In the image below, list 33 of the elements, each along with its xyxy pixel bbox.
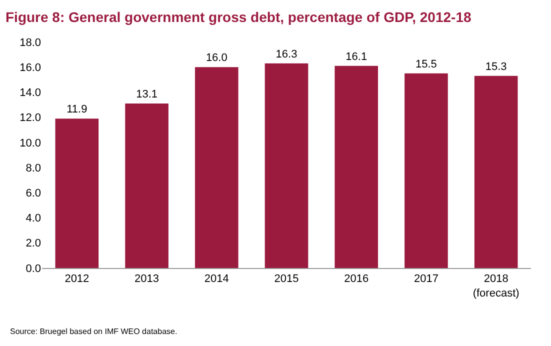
x-tick-label: 2013 bbox=[134, 273, 160, 286]
data-label: 16.1 bbox=[346, 50, 368, 63]
data-label: 15.3 bbox=[485, 60, 507, 73]
y-tick-label: 6.0 bbox=[26, 188, 41, 200]
data-label: 11.9 bbox=[66, 104, 88, 116]
bar bbox=[474, 76, 518, 268]
x-tick-label: 2012 bbox=[64, 273, 90, 286]
y-tick-label: 14.0 bbox=[20, 87, 41, 100]
data-label: 15.5 bbox=[416, 58, 437, 70]
y-tick-label: 18.0 bbox=[20, 36, 41, 49]
y-tick-label: 0.0 bbox=[26, 262, 41, 275]
x-tick-label: 2016 bbox=[344, 273, 369, 286]
data-label: 16.3 bbox=[276, 48, 298, 60]
y-tick-label: 4.0 bbox=[26, 212, 41, 225]
chart-title: Figure 8: General government gross debt, percentage of GDP, 2012-18 bbox=[6, 8, 472, 25]
x-tick-label: 2014 bbox=[204, 273, 229, 286]
bar bbox=[404, 73, 448, 268]
y-tick-label: 10.0 bbox=[20, 137, 41, 150]
data-label: 16.0 bbox=[206, 52, 228, 64]
y-tick-label: 2.0 bbox=[26, 238, 41, 250]
y-tick-label: 12.0 bbox=[20, 112, 41, 124]
bar bbox=[264, 63, 308, 268]
x-tick-label: 2018 (forecast) bbox=[472, 273, 520, 300]
y-tick-label: 8.0 bbox=[26, 162, 41, 174]
x-tick-label: 2015 bbox=[274, 273, 299, 286]
bar bbox=[125, 104, 168, 268]
bar bbox=[55, 118, 99, 268]
source-note: Source: Bruegel based on IMF WEO database. bbox=[10, 327, 178, 336]
bar bbox=[194, 67, 238, 268]
y-tick-label: 16.0 bbox=[20, 62, 41, 74]
x-tick-label: 2017 bbox=[414, 273, 438, 286]
bar bbox=[334, 66, 378, 268]
data-label: 13.1 bbox=[136, 88, 158, 101]
